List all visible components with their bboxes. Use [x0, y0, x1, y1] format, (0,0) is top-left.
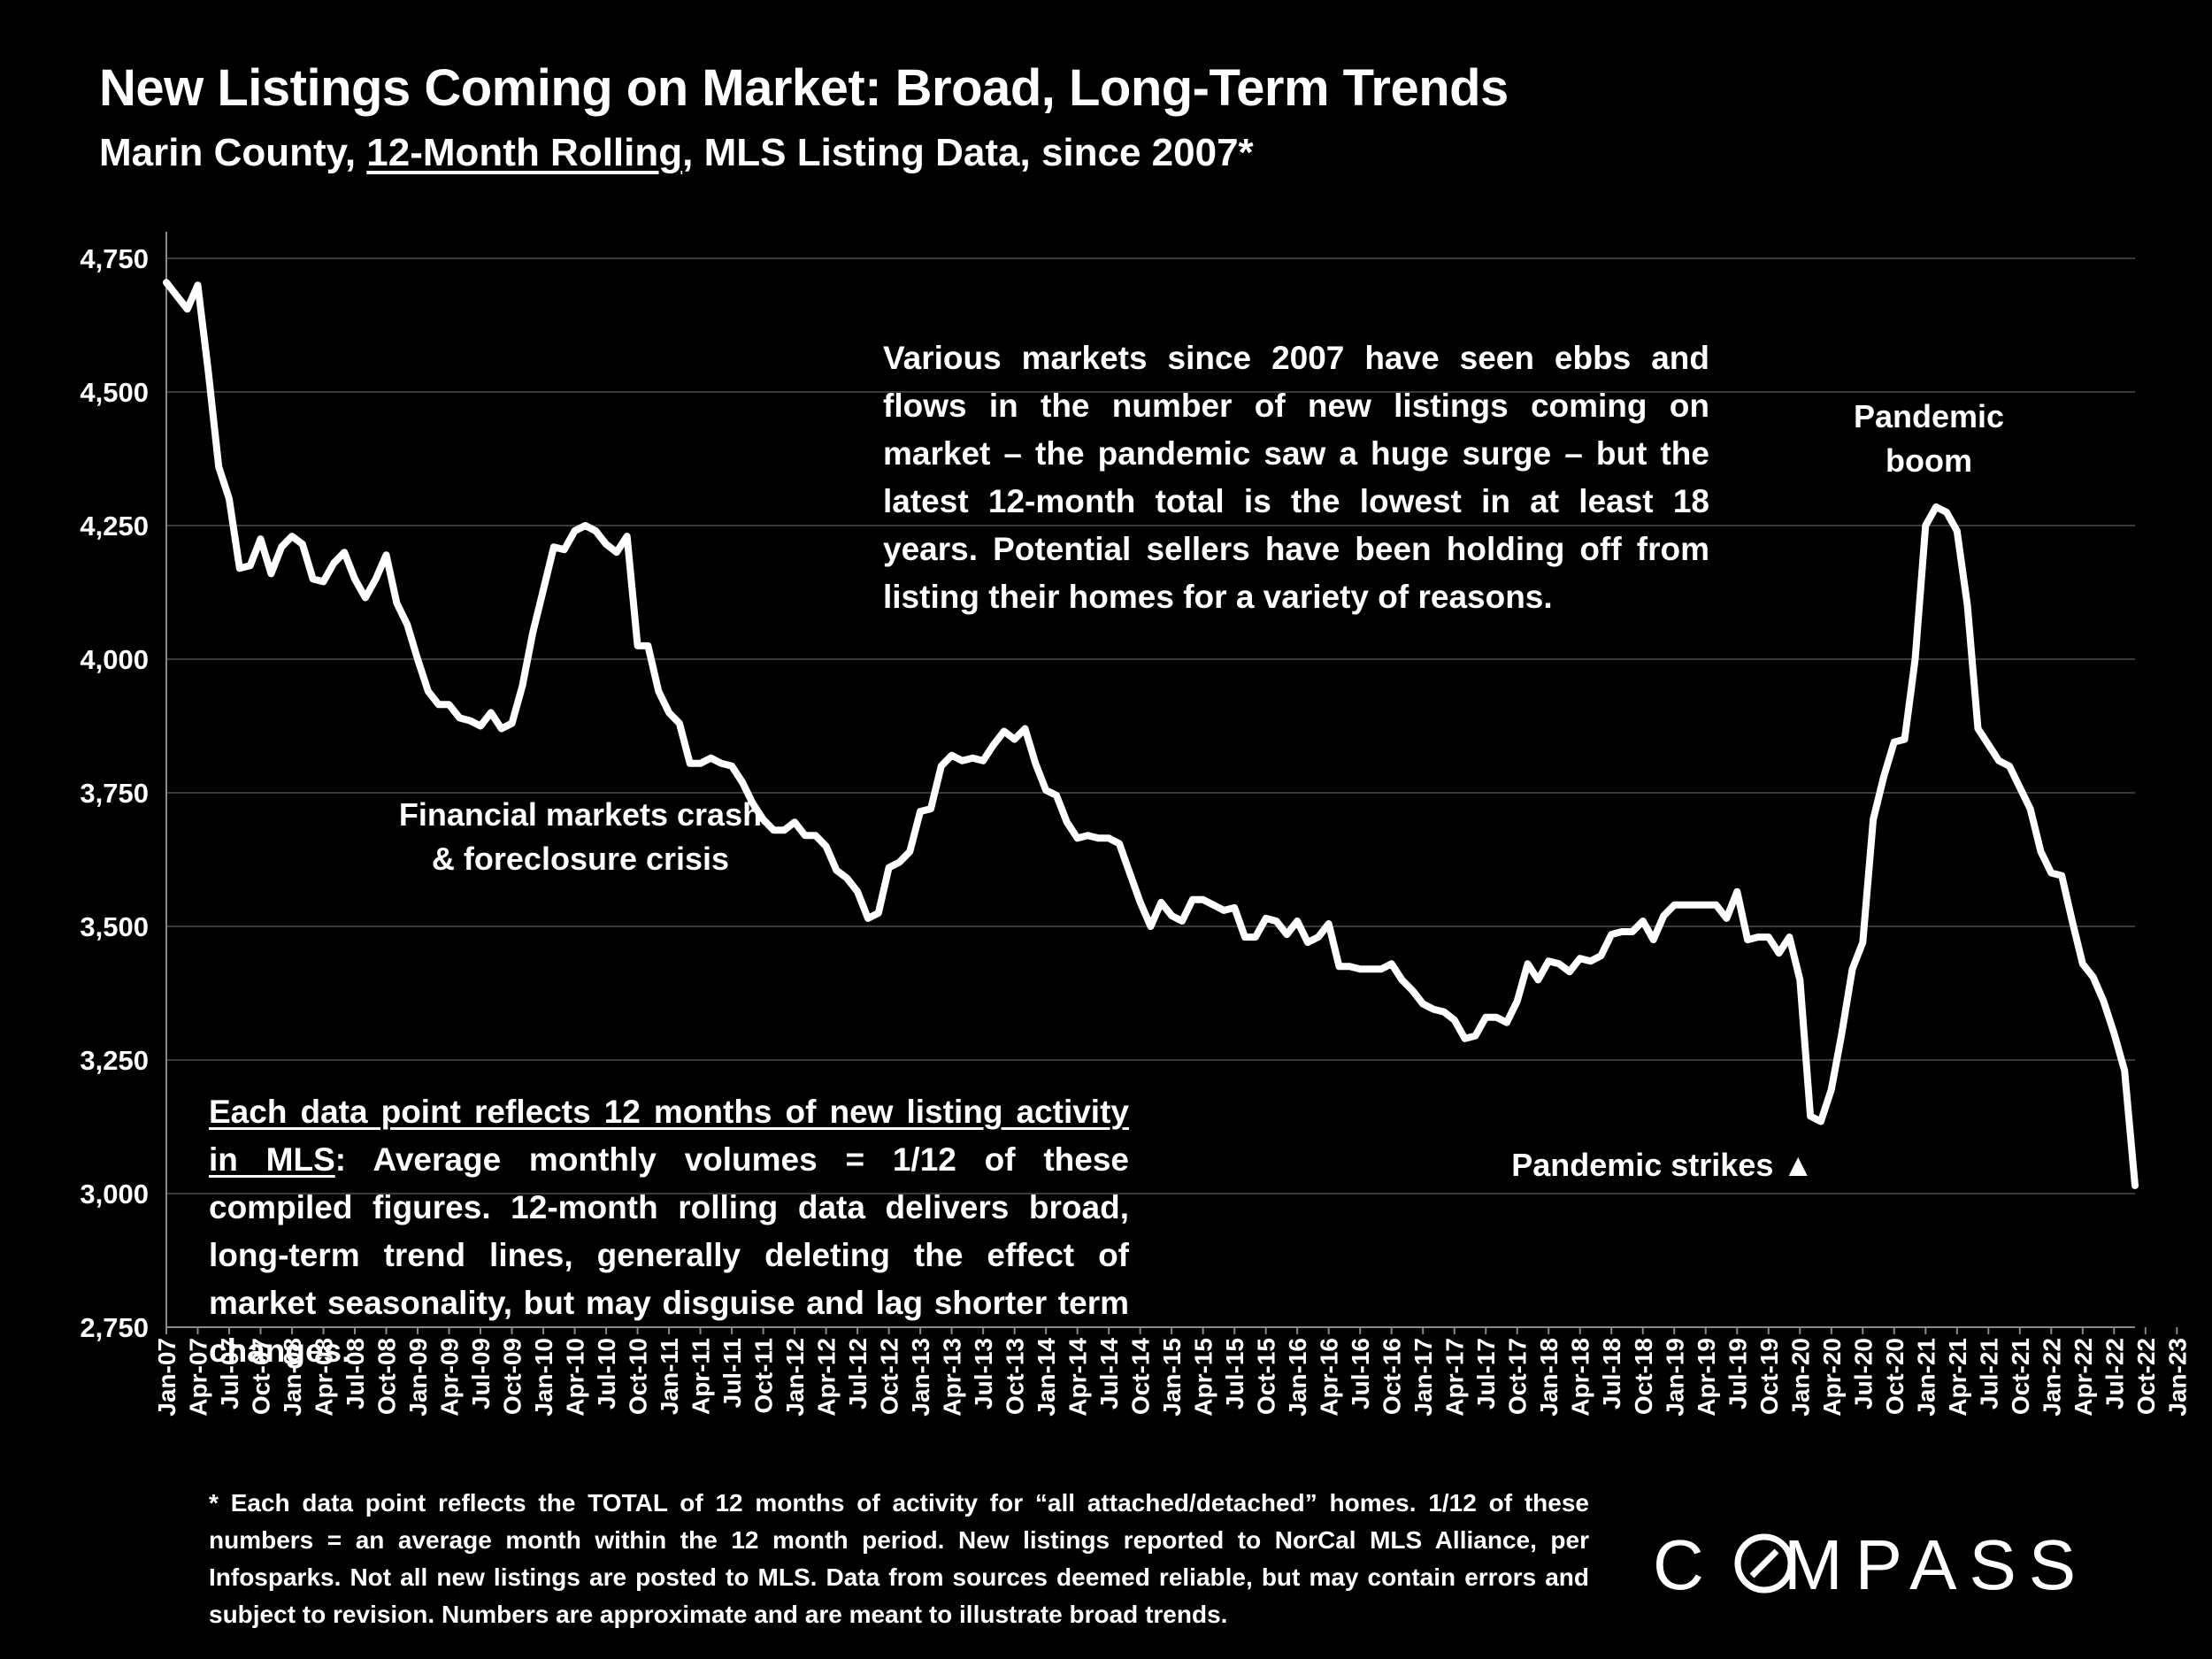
x-tick-label: Oct-15: [1253, 1338, 1280, 1415]
x-tick-label: Jul-20: [1849, 1338, 1877, 1409]
chart-title: New Listings Coming on Market: Broad, Lo…: [99, 59, 1509, 117]
x-tick-label: Apr-11: [687, 1338, 715, 1415]
x-tick-label: Oct-11: [750, 1338, 778, 1414]
x-tick-label: Oct-17: [1504, 1338, 1532, 1415]
y-tick-label: 3,500: [80, 911, 149, 942]
x-tick-label: Apr-12: [813, 1338, 841, 1417]
y-tick-label: 4,000: [80, 644, 149, 675]
annotation-financial-crisis: Financial markets crash & foreclosure cr…: [398, 796, 763, 877]
x-tick-label: Jul-11: [718, 1338, 746, 1408]
x-tick-label: Oct-10: [625, 1338, 652, 1415]
series-line: [163, 279, 2139, 1189]
x-tick-label: Jul-18: [1598, 1338, 1625, 1409]
x-tick-label: Apr-22: [2070, 1338, 2097, 1417]
x-tick-label: Apr-08: [311, 1338, 338, 1417]
x-tick-label: Jul-09: [467, 1338, 495, 1409]
x-tick-label: Jan-09: [404, 1338, 432, 1417]
x-tick-label: Oct-21: [2007, 1338, 2034, 1415]
x-tick-label: Jul-12: [844, 1338, 872, 1409]
x-tick-label: Oct-14: [1127, 1338, 1155, 1416]
logo-letters-start: C: [1653, 1525, 1717, 1604]
logo-o-slash: [1749, 1548, 1779, 1578]
x-tick-label: Oct-22: [2132, 1338, 2160, 1415]
x-tick-label: Jan-22: [2038, 1338, 2065, 1417]
x-tick-label: Jul-13: [970, 1338, 997, 1409]
footnote: * Each data point reflects the TOTAL of …: [209, 1489, 1589, 1628]
y-tick-label: 3,750: [80, 778, 149, 809]
x-tick-label: Oct-07: [248, 1338, 275, 1415]
x-tick-label: Oct-18: [1630, 1338, 1657, 1415]
annotation-pandemic-strikes: Pandemic strikes ▲: [1511, 1147, 1814, 1183]
x-tick-label: Jul-08: [342, 1338, 369, 1409]
x-tick-label: Apr-20: [1818, 1338, 1846, 1417]
x-tick-label: Jan-21: [1912, 1338, 1939, 1417]
x-tick-label: Apr-21: [1944, 1338, 1971, 1417]
subtitle-rolling: 12-Month Rolling: [366, 131, 683, 174]
annotation-pandemic-boom: Pandemic boom: [1853, 398, 2005, 479]
x-tick-labels: Jan-07 Apr-07 Jul-07 Oct-07 Jan-08 Apr-08 Jul-…: [153, 1327, 2191, 1417]
y-tick-label: 2,750: [80, 1312, 149, 1343]
x-tick-label: Jul-10: [593, 1338, 620, 1409]
x-tick-label: Apr-19: [1693, 1338, 1720, 1417]
data-point-note-body: : Average monthly volumes = 1/12 of thes…: [209, 1141, 1129, 1369]
x-tick-label: Jan-23: [2163, 1338, 2191, 1417]
x-tick-label: Jan-19: [1661, 1338, 1688, 1417]
x-tick-label: Apr-15: [1190, 1338, 1217, 1417]
x-tick-label: Jul-14: [1095, 1338, 1123, 1409]
x-tick-label: Oct-16: [1379, 1338, 1406, 1415]
x-tick-label: Apr-13: [939, 1338, 966, 1417]
x-tick-label: Jan-18: [1535, 1338, 1563, 1417]
chart-subtitle: Marin County, 12-Month Rolling, MLS List…: [99, 131, 1254, 175]
data-point-note: Each data point reflects 12 months of ne…: [209, 1088, 1129, 1375]
data-point-note-heading: Each data point reflects 12 months of ne…: [209, 1094, 1129, 1178]
x-tick-label: Apr-09: [436, 1338, 464, 1417]
x-tick-label: Jan-11: [656, 1338, 683, 1415]
x-tick-label: Jan-20: [1786, 1338, 1814, 1417]
logo-letters-end: MPASS: [1784, 1525, 2088, 1604]
x-tick-label: Jul-15: [1221, 1338, 1248, 1409]
compass-logo-text: COMPASS: [1653, 1525, 2088, 1604]
x-tick-label: Jan-10: [530, 1338, 557, 1417]
market-note: Various markets since 2007 have seen ebb…: [883, 340, 1709, 615]
x-tick-label: Jan-15: [1158, 1338, 1186, 1417]
x-tick-label: Jul-17: [1472, 1338, 1500, 1409]
x-tick-label: Apr-14: [1064, 1338, 1092, 1417]
x-tick-label: Jul-19: [1724, 1338, 1751, 1409]
x-tick-label: Jan-14: [1033, 1338, 1060, 1417]
x-tick-label: Oct-20: [1881, 1338, 1909, 1415]
y-tick-label: 4,250: [80, 511, 149, 541]
compass-logo: COMPASS: [1653, 1525, 2088, 1604]
x-tick-label: Jan-16: [1284, 1338, 1311, 1417]
x-tick-label: Oct-09: [499, 1338, 526, 1415]
x-tick-label: Jan-17: [1409, 1338, 1437, 1417]
y-tick-label: 4,750: [80, 243, 149, 274]
x-tick-label: Jul-21: [1975, 1338, 2002, 1409]
x-tick-label: Jul-07: [216, 1338, 243, 1409]
subtitle-prefix: Marin County,: [99, 131, 367, 174]
y-tick-labels: 2,750 3,000 3,250 3,500 3,750 4,000 4,250 4,500…: [80, 243, 149, 1343]
x-tick-label: Oct-19: [1755, 1338, 1783, 1415]
y-tick-label: 3,250: [80, 1045, 149, 1076]
x-tick-label: Apr-18: [1567, 1338, 1594, 1417]
x-tick-label: Apr-07: [185, 1338, 212, 1417]
x-tick-label: Jan-07: [153, 1338, 180, 1417]
x-tick-label: Apr-10: [562, 1338, 589, 1417]
x-tick-label: Jul-16: [1347, 1338, 1374, 1409]
x-tick-label: Oct-12: [876, 1338, 903, 1415]
logo-o-ring: [1734, 1533, 1794, 1594]
x-tick-label: Oct-08: [373, 1338, 401, 1415]
x-tick-label: Jan-13: [907, 1338, 934, 1417]
x-tick-label: Apr-17: [1441, 1338, 1469, 1417]
y-tick-label: 4,500: [80, 377, 149, 408]
y-tick-label: 3,000: [80, 1179, 149, 1210]
subtitle-suffix: , MLS Listing Data, since 2007*: [682, 131, 1254, 174]
x-tick-label: Jul-22: [2101, 1338, 2128, 1409]
x-tick-label: Apr-16: [1316, 1338, 1343, 1417]
x-tick-label: Oct-13: [1002, 1338, 1029, 1415]
axes: [165, 232, 2135, 1328]
x-tick-label: Jan-08: [279, 1338, 306, 1417]
x-tick-label: Jan-12: [781, 1338, 809, 1417]
